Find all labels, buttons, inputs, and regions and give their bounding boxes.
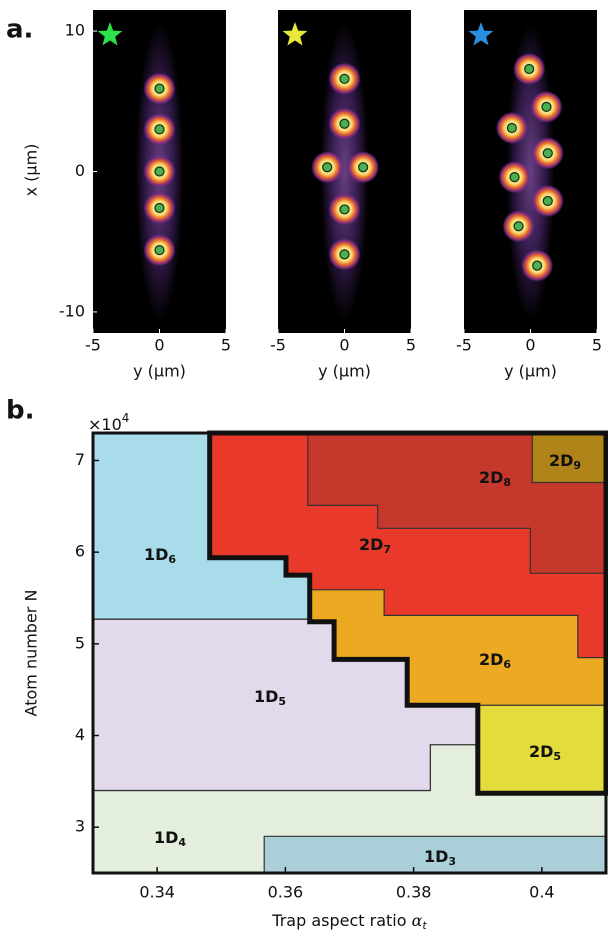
crystal-site [542,102,551,111]
y-tick-label: 3 [75,817,85,836]
crystal-site [340,119,349,128]
region-subscript: 4 [178,836,186,849]
crystal-site [340,250,349,259]
region-name: 1D [154,828,178,847]
y-tick-label: 7 [75,450,85,469]
region-name: 2D [479,468,503,487]
x-tick-label: 0 [525,336,535,355]
region-subscript: 5 [553,750,561,763]
region-name: 1D [424,847,448,866]
region-subscript: 6 [168,553,176,566]
crystal-site [543,149,552,158]
region-subscript: 8 [503,476,511,489]
x-label-text: Trap aspect ratio [271,911,411,930]
y-tick-label: 4 [75,725,85,744]
x-tick-label: 0 [154,336,164,355]
crystal-site [543,196,552,205]
x-tick-label: 0.38 [396,883,432,902]
panel-label: a. [6,15,33,45]
y-tick-label: -10 [59,301,85,320]
region-name: 2D [359,535,383,554]
x-axis-label: Trap aspect ratio αt [271,911,427,933]
crystal-site [507,123,516,132]
y-axis-label: x (µm) [22,144,41,197]
region-subscript: 3 [448,855,456,868]
x-tick-label: -5 [456,336,472,355]
x-tick-label: 0.34 [139,883,175,902]
x-axis-label: y (µm) [133,362,186,381]
region-subscript: 5 [278,695,286,708]
y-tick-label: 5 [75,633,85,652]
region-name: 2D [529,742,553,761]
x-tick-label: -5 [270,336,286,355]
crystal-site [155,246,164,255]
axis-multiplier: ×104 [88,411,129,434]
region-subscript: 6 [503,658,511,671]
x-tick-label: 5 [406,336,416,355]
panel-label: b. [6,396,35,426]
multiplier-exponent: 4 [122,411,130,425]
y-tick-label: 0 [75,161,85,180]
y-tick-label: 10 [65,21,85,40]
x-axis-label: y (µm) [504,362,557,381]
x-axis-label: y (µm) [318,362,371,381]
crystal-site [359,163,368,172]
crystal-site [155,204,164,213]
crystal-site [155,125,164,134]
x-tick-label: -5 [85,336,101,355]
crystal-site [340,74,349,83]
crystal-site [155,84,164,93]
crystal-site [155,167,164,176]
x-label-subscript: t [422,919,427,932]
multiplier-base: ×10 [88,415,122,434]
page: {"chart_data":[ {"type":"scatter","panel… [0,0,608,939]
x-tick-label: 5 [592,336,602,355]
crystal-site [525,64,534,73]
figure: -5 0 5 y (µm) -10 0 10 x (µm) a. -5 0 5 y (µm) -5 0 5 y … [0,0,608,935]
crystal-site [510,173,519,182]
region-name: 2D [479,650,503,669]
crystal-site [514,222,523,231]
y-axis-label: Atom number N [22,590,41,717]
crystal-site [323,163,332,172]
crystal-site [533,261,542,270]
x-tick-label: 0 [339,336,349,355]
region-subscript: 9 [573,459,581,472]
y-tick-label: 6 [75,542,85,561]
region-name: 1D [144,545,168,564]
x-tick-label: 0.4 [529,883,554,902]
x-tick-label: 0.36 [268,883,304,902]
region-name: 1D [254,687,278,706]
x-tick-label: 5 [221,336,231,355]
crystal-site [340,205,349,214]
region-name: 2D [549,451,573,470]
x-label-symbol: α [412,911,423,930]
region-subscript: 7 [383,543,391,556]
